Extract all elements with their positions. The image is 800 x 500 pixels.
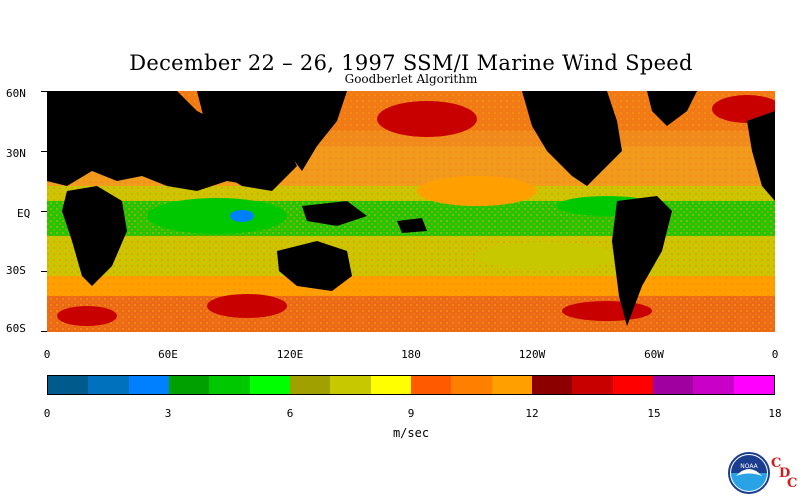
colorbar-segment — [612, 376, 653, 394]
lat-tick — [41, 91, 47, 92]
lon-label-0: 0 — [43, 348, 51, 361]
colorbar-segment — [289, 376, 331, 394]
lon-label-60w: 60W — [644, 348, 664, 361]
colorbar-segment — [410, 376, 452, 394]
lat-tick — [41, 151, 47, 152]
cdc-letter: C — [771, 456, 782, 471]
colorbar-segment — [531, 376, 573, 394]
high-wind-atlantic — [712, 95, 775, 123]
lat-label-30n: 30N — [6, 147, 26, 160]
colorbar-tick-label: 6 — [286, 407, 294, 420]
wind-speed-colorbar — [47, 375, 775, 395]
colorbar-units: m/sec — [392, 426, 430, 440]
colorbar-tick-label: 9 — [407, 407, 415, 420]
colorbar-segment — [128, 376, 169, 394]
colorbar-segment — [330, 376, 371, 394]
lat-tick — [41, 211, 47, 212]
lat-tick — [41, 331, 47, 332]
cdc-letter: D — [779, 466, 791, 481]
lat-label-eq: EQ — [17, 207, 31, 220]
land-north-america — [522, 91, 622, 186]
lon-label-120e: 120E — [276, 348, 304, 361]
high-wind-pacific — [377, 101, 477, 137]
map-subtitle: Goodberlet Algorithm — [344, 72, 478, 86]
lon-label-120w: 120W — [518, 348, 546, 361]
colorbar-segment — [168, 376, 210, 394]
lon-label-180: 180 — [401, 348, 421, 361]
colorbar-segment — [48, 376, 89, 394]
lat-label-60n: 60N — [6, 87, 26, 100]
wind-speed-map — [47, 91, 775, 332]
colorbar-segment — [209, 376, 250, 394]
colorbar-tick-label: 3 — [164, 407, 172, 420]
lat-label-60s: 60S — [6, 322, 26, 335]
cdc-letter: C — [787, 476, 798, 491]
colorbar-tick-label: 18 — [768, 407, 782, 420]
colorbar-segment — [652, 376, 694, 394]
colorbar-tick-label: 0 — [43, 407, 51, 420]
land-australia — [277, 241, 352, 291]
colorbar-tick-label: 12 — [525, 407, 539, 420]
map-title: December 22 – 26, 1997 SSM/I Marine Wind… — [129, 51, 693, 75]
land-south-america — [612, 196, 672, 326]
noaa-logo: NOAA — [728, 452, 770, 494]
colorbar-segment — [693, 376, 734, 394]
colorbar-segment — [370, 376, 411, 394]
lon-label-0-east: 0 — [771, 348, 779, 361]
colorbar-segment — [733, 376, 774, 394]
colorbar-segment — [491, 376, 532, 394]
colorbar-segment — [572, 376, 613, 394]
map-canvas — [47, 91, 775, 332]
land-southern-africa — [62, 186, 127, 286]
lat-tick — [41, 271, 47, 272]
colorbar-tick-label: 15 — [647, 407, 661, 420]
lon-label-60e: 60E — [158, 348, 178, 361]
noaa-logo-text: NOAA — [740, 463, 758, 470]
colorbar-segment — [88, 376, 129, 394]
lat-label-30s: 30S — [6, 264, 26, 277]
colorbar-segment — [249, 376, 290, 394]
colorbar-segment — [451, 376, 492, 394]
